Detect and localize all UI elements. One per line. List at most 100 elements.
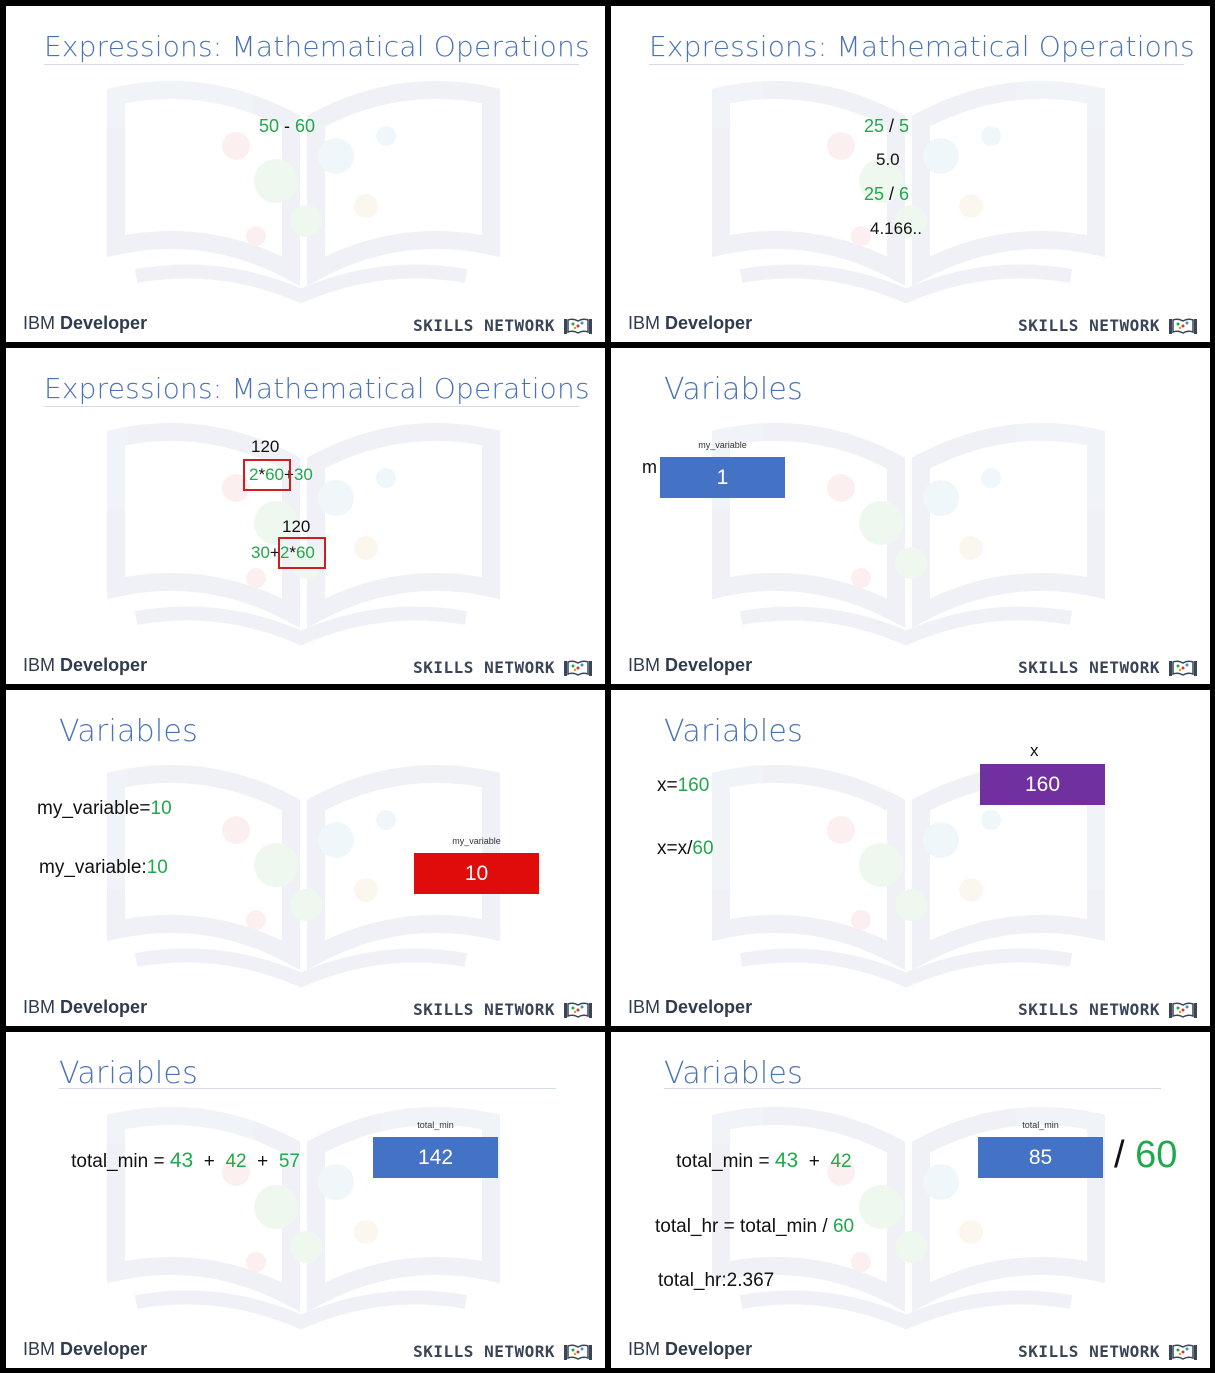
value: 160 bbox=[677, 775, 710, 796]
skills-network-logo: SKILLS NETWORK bbox=[413, 316, 593, 335]
assignment-line: my_variable=10 bbox=[37, 798, 172, 820]
slash: / bbox=[1114, 1134, 1125, 1176]
slide-8: Variables total_min = 43 + 42 total_min … bbox=[611, 1032, 1210, 1368]
skills-network-text: SKILLS NETWORK bbox=[1018, 658, 1160, 677]
ibm-text: IBM bbox=[23, 997, 56, 1017]
skills-network-logo: SKILLS NETWORK bbox=[1018, 1000, 1198, 1019]
skills-network-text: SKILLS NETWORK bbox=[413, 316, 555, 335]
slide-title: Variables bbox=[664, 714, 803, 749]
operand: 60 bbox=[295, 543, 315, 562]
operand: 43 bbox=[169, 1149, 194, 1172]
book-icon bbox=[1168, 659, 1198, 677]
operator: * bbox=[258, 465, 266, 484]
clipped-text: m bbox=[642, 457, 657, 477]
expression: total_min = 43 + 42 + 57 bbox=[50, 1127, 300, 1195]
developer-text: Developer bbox=[665, 313, 753, 333]
title-underline bbox=[649, 64, 1184, 65]
developer-text: Developer bbox=[60, 313, 148, 333]
variable-box-label: x bbox=[1030, 741, 1039, 760]
ibm-text: IBM bbox=[23, 655, 56, 675]
value: 10 bbox=[150, 798, 172, 819]
precedence-highlight bbox=[278, 537, 326, 569]
variable-name: my_variable= bbox=[37, 798, 151, 819]
developer-text: Developer bbox=[665, 1339, 753, 1359]
operand: 25 bbox=[864, 184, 885, 204]
slide-title: Variables bbox=[59, 714, 198, 749]
ibm-developer-logo: IBM Developer bbox=[23, 313, 147, 334]
result: 5.0 bbox=[876, 150, 900, 169]
ibm-text: IBM bbox=[628, 313, 661, 333]
variable-box-label: total_min bbox=[1022, 1120, 1059, 1130]
variable-name: total_hr = total_min / bbox=[655, 1216, 833, 1237]
variable-box-label: my_variable bbox=[452, 836, 501, 846]
expression: total_min = 43 + 42 bbox=[655, 1127, 851, 1195]
developer-text: Developer bbox=[60, 1339, 148, 1359]
title-underline bbox=[664, 1088, 1161, 1089]
developer-text: Developer bbox=[60, 655, 148, 675]
slide-2: Expressions: Mathematical Operations 25 … bbox=[611, 6, 1210, 342]
operand: 60 bbox=[265, 465, 285, 484]
expression: 25 / 5 bbox=[864, 116, 909, 137]
result: 4.166.. bbox=[870, 219, 922, 238]
value: 10 bbox=[146, 857, 168, 878]
slide-title: Variables bbox=[664, 1056, 803, 1091]
operand: 50 bbox=[259, 116, 280, 136]
variable-box-label: my_variable bbox=[698, 440, 747, 450]
divisor: 60 bbox=[1135, 1134, 1178, 1176]
skills-network-logo: SKILLS NETWORK bbox=[413, 1000, 593, 1019]
ibm-developer-logo: IBM Developer bbox=[628, 655, 752, 676]
skills-network-text: SKILLS NETWORK bbox=[1018, 316, 1160, 335]
operand: 6 bbox=[899, 184, 910, 204]
variable-box: 160 bbox=[980, 764, 1105, 805]
book-icon bbox=[563, 317, 593, 335]
operand: 25 bbox=[864, 116, 885, 136]
operand: 42 bbox=[225, 1151, 247, 1172]
expression: 50 - 60 bbox=[259, 116, 315, 137]
skills-network-text: SKILLS NETWORK bbox=[413, 1342, 555, 1361]
variable-name: total_min = bbox=[71, 1151, 170, 1172]
slide-title: Expressions: Mathematical Operations bbox=[649, 30, 1195, 63]
assignment-line: x=x/60 bbox=[657, 838, 714, 860]
title-underline bbox=[44, 406, 579, 407]
slide-title: Variables bbox=[59, 1056, 198, 1091]
slide-title: Variables bbox=[664, 372, 803, 407]
variable-name: x= bbox=[657, 775, 678, 796]
slide-7: Variables total_min = 43 + 42 + 57 total… bbox=[6, 1032, 605, 1368]
slide-1: Expressions: Mathematical Operations 50 … bbox=[6, 6, 605, 342]
expression: 25 / 6 bbox=[864, 184, 909, 205]
result-label: 120 bbox=[282, 517, 311, 536]
skills-network-logo: SKILLS NETWORK bbox=[1018, 658, 1198, 677]
operand: 60 bbox=[295, 116, 316, 136]
variable-box: 142 bbox=[373, 1137, 498, 1178]
ibm-text: IBM bbox=[23, 313, 56, 333]
operand: 30 bbox=[293, 465, 313, 484]
ibm-developer-logo: IBM Developer bbox=[23, 997, 147, 1018]
operator: + bbox=[798, 1151, 831, 1172]
developer-text: Developer bbox=[60, 997, 148, 1017]
output-line: my_variable:10 bbox=[39, 857, 168, 879]
result-label: 120 bbox=[251, 437, 280, 456]
expression: 30+2*60 bbox=[251, 543, 315, 563]
slide-title: Expressions: Mathematical Operations bbox=[44, 372, 590, 405]
book-icon bbox=[563, 659, 593, 677]
ibm-developer-logo: IBM Developer bbox=[628, 1339, 752, 1360]
operator: / bbox=[884, 116, 900, 136]
skills-network-text: SKILLS NETWORK bbox=[1018, 1000, 1160, 1019]
slide-5: Variables my_variable=10 my_variable:10 … bbox=[6, 690, 605, 1026]
ibm-text: IBM bbox=[628, 997, 661, 1017]
operator: + bbox=[269, 543, 280, 562]
ibm-text: IBM bbox=[23, 1339, 56, 1359]
ibm-text: IBM bbox=[628, 1339, 661, 1359]
skills-network-text: SKILLS NETWORK bbox=[413, 658, 555, 677]
variable-box: 85 bbox=[978, 1137, 1103, 1178]
skills-network-logo: SKILLS NETWORK bbox=[1018, 316, 1198, 335]
slide-3: Expressions: Mathematical Operations 120… bbox=[6, 348, 605, 684]
operand: 30 bbox=[251, 543, 270, 562]
book-icon bbox=[1168, 1343, 1198, 1361]
operand: 2 bbox=[279, 543, 290, 562]
ibm-text: IBM bbox=[628, 655, 661, 675]
developer-text: Developer bbox=[665, 655, 753, 675]
ibm-developer-logo: IBM Developer bbox=[628, 313, 752, 334]
book-icon bbox=[1168, 317, 1198, 335]
operator: * bbox=[289, 543, 296, 562]
